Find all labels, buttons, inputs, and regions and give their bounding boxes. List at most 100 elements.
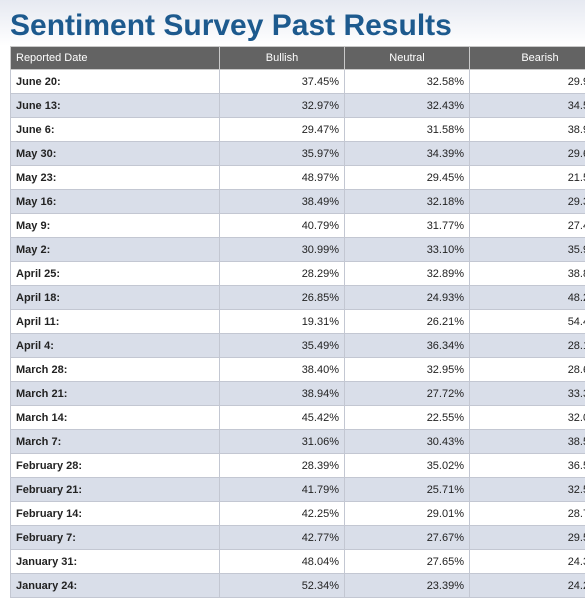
reported-date-cell: February 7:	[10, 525, 220, 550]
bullish-cell: 32.97%	[219, 93, 345, 118]
neutral-cell: 26.21%	[344, 309, 470, 334]
reported-date-cell: May 9:	[10, 213, 220, 238]
table-row: June 20:37.45%32.58%29.96%	[10, 69, 585, 94]
table-row: April 11:19.31%26.21%54.48%	[10, 309, 585, 334]
neutral-cell: 27.65%	[344, 549, 470, 574]
bullish-cell: 42.25%	[219, 501, 345, 526]
table-row: April 4:35.49%36.34%28.17%	[10, 333, 585, 358]
reported-date-cell: February 28:	[10, 453, 220, 478]
bearish-cell: 21.58%	[469, 165, 585, 190]
bullish-cell: 26.85%	[219, 285, 345, 310]
bullish-cell: 48.04%	[219, 549, 345, 574]
neutral-cell: 33.10%	[344, 237, 470, 262]
bearish-cell: 38.95%	[469, 117, 585, 142]
bearish-cell: 32.50%	[469, 477, 585, 502]
reported-date-cell: April 11:	[10, 309, 220, 334]
table-row: March 21:38.94%27.72%33.33%	[10, 381, 585, 406]
bullish-cell: 35.97%	[219, 141, 345, 166]
table-row: April 25:28.29%32.89%38.82%	[10, 261, 585, 286]
bearish-cell: 24.30%	[469, 549, 585, 574]
bullish-cell: 40.79%	[219, 213, 345, 238]
bearish-cell: 29.56%	[469, 525, 585, 550]
results-table: Reported Date Bullish Neutral Bearish Ju…	[10, 46, 585, 598]
table-row: April 18:26.85%24.93%48.22%	[10, 285, 585, 310]
bullish-cell: 45.42%	[219, 405, 345, 430]
column-header-reported-date: Reported Date	[10, 46, 220, 70]
table-row: March 14:45.42%22.55%32.03%	[10, 405, 585, 430]
neutral-cell: 25.71%	[344, 477, 470, 502]
table-row: June 6:29.47%31.58%38.95%	[10, 117, 585, 142]
column-header-bearish: Bearish	[469, 46, 585, 70]
neutral-cell: 30.43%	[344, 429, 470, 454]
column-header-bullish: Bullish	[219, 46, 345, 70]
bullish-cell: 52.34%	[219, 573, 345, 598]
bearish-cell: 35.92%	[469, 237, 585, 262]
bearish-cell: 27.44%	[469, 213, 585, 238]
bullish-cell: 19.31%	[219, 309, 345, 334]
bullish-cell: 35.49%	[219, 333, 345, 358]
table-row: June 13:32.97%32.43%34.59%	[10, 93, 585, 118]
bearish-cell: 38.51%	[469, 429, 585, 454]
reported-date-cell: January 24:	[10, 573, 220, 598]
reported-date-cell: February 21:	[10, 477, 220, 502]
table-row: February 14:42.25%29.01%28.73%	[10, 501, 585, 526]
neutral-cell: 24.93%	[344, 285, 470, 310]
table-row: May 23:48.97%29.45%21.58%	[10, 165, 585, 190]
table-row: February 28:28.39%35.02%36.59%	[10, 453, 585, 478]
reported-date-cell: June 20:	[10, 69, 220, 94]
bearish-cell: 32.03%	[469, 405, 585, 430]
reported-date-cell: February 14:	[10, 501, 220, 526]
neutral-cell: 29.45%	[344, 165, 470, 190]
reported-date-cell: June 13:	[10, 93, 220, 118]
neutral-cell: 31.77%	[344, 213, 470, 238]
table-row: May 30:35.97%34.39%29.64%	[10, 141, 585, 166]
bearish-cell: 54.48%	[469, 309, 585, 334]
table-body: June 20:37.45%32.58%29.96%June 13:32.97%…	[10, 69, 585, 598]
neutral-cell: 31.58%	[344, 117, 470, 142]
reported-date-cell: March 28:	[10, 357, 220, 382]
neutral-cell: 34.39%	[344, 141, 470, 166]
neutral-cell: 32.43%	[344, 93, 470, 118]
bullish-cell: 30.99%	[219, 237, 345, 262]
bullish-cell: 29.47%	[219, 117, 345, 142]
table-header: Reported Date Bullish Neutral Bearish	[10, 46, 585, 70]
bearish-cell: 38.82%	[469, 261, 585, 286]
bullish-cell: 41.79%	[219, 477, 345, 502]
reported-date-cell: May 30:	[10, 141, 220, 166]
table-row: May 2:30.99%33.10%35.92%	[10, 237, 585, 262]
bullish-cell: 28.39%	[219, 453, 345, 478]
table-row: January 31:48.04%27.65%24.30%	[10, 549, 585, 574]
bearish-cell: 29.34%	[469, 189, 585, 214]
bearish-cell: 36.59%	[469, 453, 585, 478]
reported-date-cell: March 7:	[10, 429, 220, 454]
reported-date-cell: June 6:	[10, 117, 220, 142]
bearish-cell: 34.59%	[469, 93, 585, 118]
table-row: May 16:38.49%32.18%29.34%	[10, 189, 585, 214]
reported-date-cell: January 31:	[10, 549, 220, 574]
reported-date-cell: April 18:	[10, 285, 220, 310]
bearish-cell: 29.96%	[469, 69, 585, 94]
bullish-cell: 38.94%	[219, 381, 345, 406]
neutral-cell: 32.18%	[344, 189, 470, 214]
bullish-cell: 31.06%	[219, 429, 345, 454]
bearish-cell: 24.27%	[469, 573, 585, 598]
bearish-cell: 33.33%	[469, 381, 585, 406]
reported-date-cell: April 25:	[10, 261, 220, 286]
bullish-cell: 28.29%	[219, 261, 345, 286]
column-header-neutral: Neutral	[344, 46, 470, 70]
neutral-cell: 22.55%	[344, 405, 470, 430]
bearish-cell: 29.64%	[469, 141, 585, 166]
bullish-cell: 38.40%	[219, 357, 345, 382]
neutral-cell: 32.95%	[344, 357, 470, 382]
reported-date-cell: May 23:	[10, 165, 220, 190]
bearish-cell: 28.65%	[469, 357, 585, 382]
table-row: March 7:31.06%30.43%38.51%	[10, 429, 585, 454]
bearish-cell: 28.17%	[469, 333, 585, 358]
neutral-cell: 27.67%	[344, 525, 470, 550]
reported-date-cell: April 4:	[10, 333, 220, 358]
neutral-cell: 35.02%	[344, 453, 470, 478]
neutral-cell: 29.01%	[344, 501, 470, 526]
neutral-cell: 32.89%	[344, 261, 470, 286]
bullish-cell: 48.97%	[219, 165, 345, 190]
